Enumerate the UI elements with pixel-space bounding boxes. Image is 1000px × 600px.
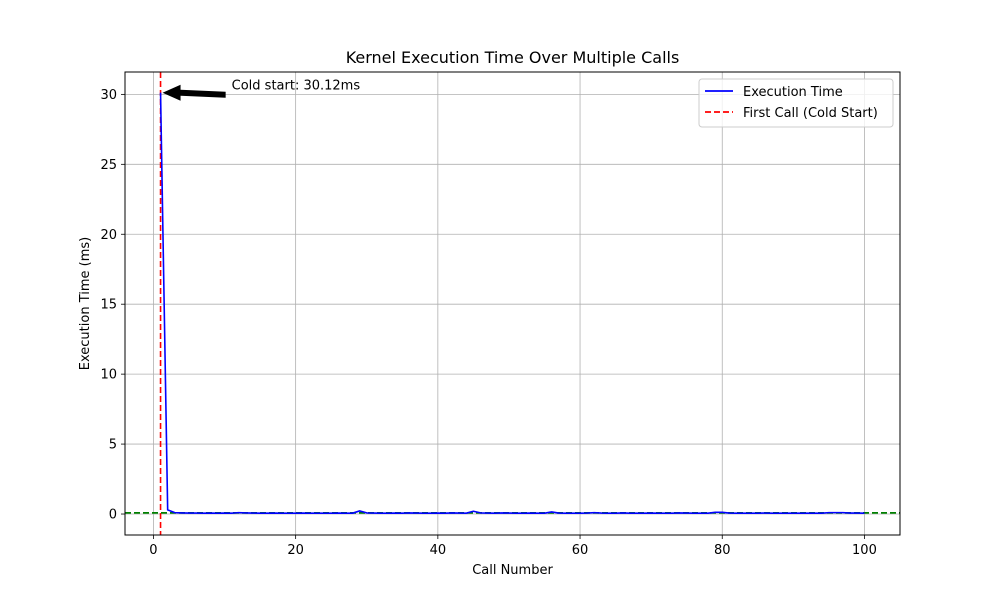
execution-time-line — [159, 92, 865, 514]
annotation-text: Cold start: 30.12ms — [232, 79, 361, 94]
y-tick-label: 5 — [109, 438, 117, 453]
x-axis-ticks: 0 20 40 60 80 100 — [149, 535, 877, 558]
x-tick-label: 80 — [714, 543, 731, 558]
x-tick-label: 40 — [430, 543, 447, 558]
legend-label-execution-time: Execution Time — [743, 85, 843, 100]
y-tick-label: 15 — [100, 298, 117, 313]
y-axis-label: Execution Time (ms) — [78, 237, 93, 370]
y-tick-label: 10 — [100, 368, 117, 383]
legend-label-first-call: First Call (Cold Start) — [743, 106, 878, 121]
y-tick-label: 30 — [100, 88, 117, 103]
x-tick-label: 60 — [572, 543, 589, 558]
y-axis-ticks: 0 5 10 15 20 25 30 — [100, 88, 125, 523]
legend: Execution Time First Call (Cold Start) — [698, 78, 894, 128]
x-axis-label: Call Number — [472, 563, 553, 578]
y-tick-label: 25 — [100, 158, 117, 173]
x-tick-label: 0 — [149, 543, 157, 558]
plot-frame — [124, 71, 901, 536]
chart-title: Kernel Execution Time Over Multiple Call… — [346, 48, 680, 67]
y-tick-label: 0 — [109, 508, 117, 523]
series — [159, 92, 865, 514]
x-tick-label: 100 — [852, 543, 877, 558]
annotation-arrow — [162, 84, 226, 101]
annotation: Cold start: 30.12ms — [162, 79, 361, 101]
x-tick-label: 20 — [287, 543, 304, 558]
y-tick-label: 20 — [100, 228, 117, 243]
legend-box — [698, 78, 894, 128]
grid — [125, 72, 900, 535]
